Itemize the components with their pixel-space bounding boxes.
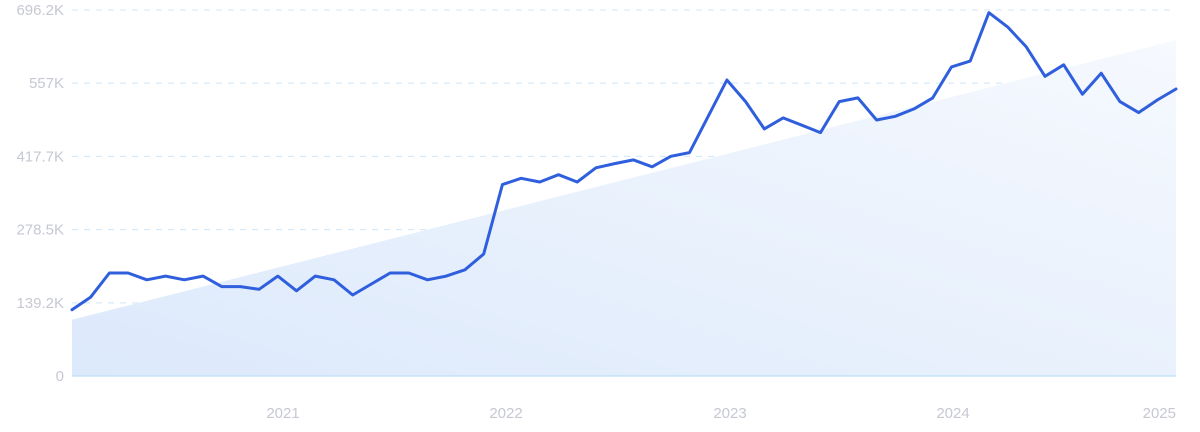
y-tick-label: 0 [56,368,64,385]
x-tick-label: 2022 [489,405,522,422]
x-tick-label: 2021 [266,405,299,422]
x-axis: 2021 2022 2023 2024 2025 [266,405,1176,422]
y-axis: 0 139.2K 278.5K 417.7K 557K 696.2K [16,2,64,385]
trend-area [72,40,1176,376]
y-tick-label: 417.7K [16,148,64,165]
y-tick-label: 278.5K [16,222,64,239]
y-tick-label: 557K [29,75,64,92]
series-line[interactable] [70,11,1178,312]
x-tick-label: 2023 [713,405,746,422]
x-tick-label: 2025 [1143,405,1176,422]
x-tick-label: 2024 [936,405,969,422]
y-tick-label: 696.2K [16,2,64,19]
y-tick-label: 139.2K [16,295,64,312]
